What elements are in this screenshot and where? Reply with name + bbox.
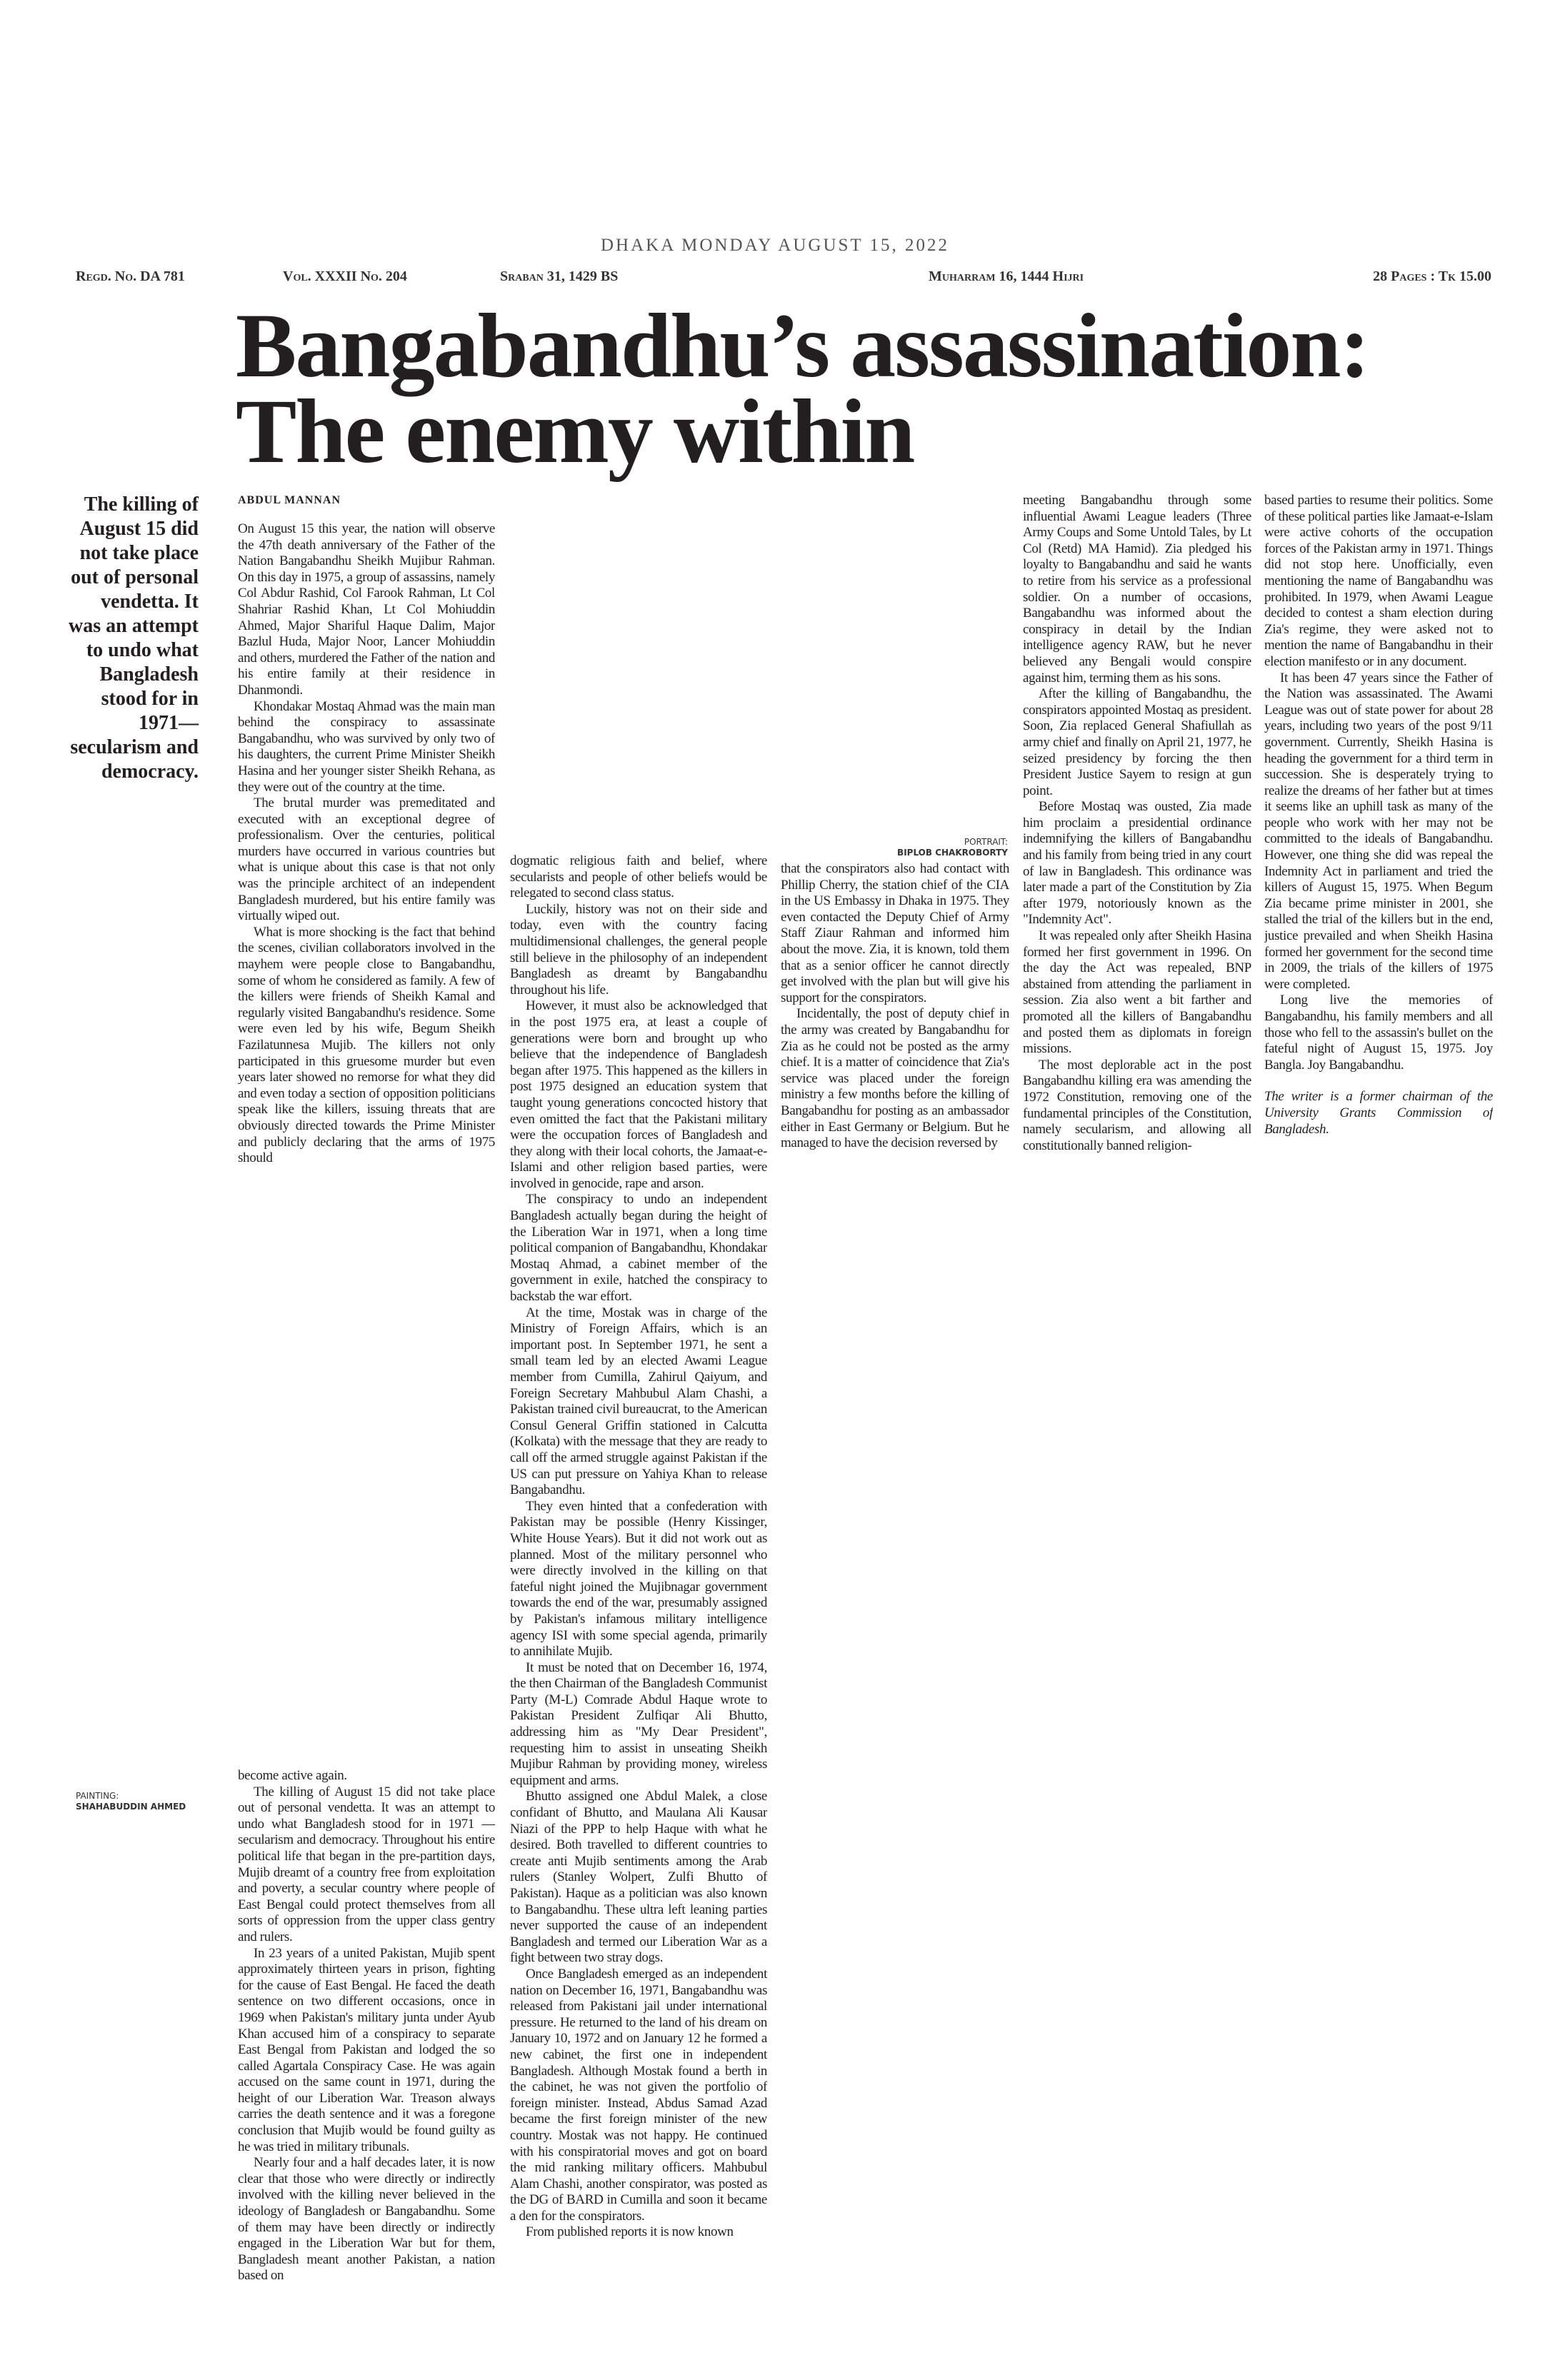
column: become active again. The killing of Augus… bbox=[238, 1768, 495, 2368]
painting-credit: PAINTING: SHAHABUDDIN AHMED bbox=[76, 1791, 186, 1812]
credit-name: SHAHABUDDIN AHMED bbox=[76, 1802, 186, 1812]
paragraph: that the conspirators also had contact w… bbox=[781, 861, 1009, 1005]
column: based parties to resume their politics. … bbox=[1264, 493, 1493, 1185]
writer-note: The writer is a former chairman of the U… bbox=[1264, 1089, 1493, 1137]
paragraph: Luckily, history was not on their side a… bbox=[510, 901, 767, 998]
pages-price: 28 Pages : Tk 15.00 bbox=[1373, 268, 1491, 284]
credit-label: PAINTING: bbox=[76, 1791, 119, 1801]
column: that the conspirators also had contact w… bbox=[781, 861, 1009, 1186]
credit-name: BIPLOB CHAKROBORTY bbox=[897, 848, 1008, 858]
paragraph: In 23 years of a united Pakistan, Mujib … bbox=[238, 1945, 495, 2154]
paragraph: The killing of August 15 did not take pl… bbox=[238, 1784, 495, 1944]
paragraph: The brutal murder was premeditated and e… bbox=[238, 795, 495, 924]
column: dogmatic religious faith and belief, whe… bbox=[510, 853, 767, 2367]
column: On August 15 this year, the nation will … bbox=[238, 521, 495, 1210]
pull-quote: The killing of August 15 did not take pl… bbox=[69, 493, 199, 783]
column: meeting Bangabandhu through some influen… bbox=[1023, 493, 1251, 1185]
paragraph: It must be noted that on December 16, 19… bbox=[510, 1660, 767, 1788]
paragraph: become active again. bbox=[238, 1768, 347, 1783]
paragraph: At the time, Mostak was in charge of the… bbox=[510, 1305, 767, 1498]
paragraph: The most deplorable act in the post Bang… bbox=[1023, 1057, 1251, 1153]
paragraph: What is more shocking is the fact that b… bbox=[238, 924, 495, 1166]
portrait-credit: PORTRAIT: BIPLOB CHAKROBORTY bbox=[897, 837, 1008, 858]
credit-label: PORTRAIT: bbox=[964, 837, 1008, 847]
paragraph: From published reports it is now known bbox=[526, 2224, 734, 2240]
paragraph: However, it must also be acknowledged th… bbox=[510, 998, 767, 1191]
bangla-date: Sraban 31, 1429 BS bbox=[500, 268, 619, 284]
headline: The enemy within bbox=[236, 381, 915, 482]
paragraph: They even hinted that a confederation wi… bbox=[510, 1498, 767, 1660]
registration: Regd. No. DA 781 bbox=[76, 268, 185, 284]
dateline: DHAKA MONDAY AUGUST 15, 2022 bbox=[601, 236, 949, 255]
paragraph: Nearly four and a half decades later, it… bbox=[238, 2155, 495, 2284]
paragraph: Once Bangladesh emerged as an independen… bbox=[510, 1966, 767, 2224]
paragraph: Before Mostaq was ousted, Zia made him p… bbox=[1023, 799, 1251, 928]
byline: ABDUL MANNAN bbox=[238, 494, 341, 506]
paragraph: After the killing of Bangabandhu, the co… bbox=[1023, 686, 1251, 798]
headline: Bangabandhu’s assassination: bbox=[236, 295, 1370, 396]
paragraph: Long live the memories of Bangabandhu, h… bbox=[1264, 993, 1493, 1073]
paragraph: meeting Bangabandhu through some influen… bbox=[1023, 493, 1251, 686]
paragraph: Incidentally, the post of deputy chief i… bbox=[781, 1006, 1009, 1151]
paragraph: It was repealed only after Sheikh Hasina… bbox=[1023, 928, 1251, 1057]
paragraph: The conspiracy to undo an independent Ba… bbox=[510, 1192, 767, 1305]
paragraph: On August 15 this year, the nation will … bbox=[238, 521, 495, 698]
paragraph: based parties to resume their politics. … bbox=[1264, 493, 1493, 669]
hijri-date: Muharram 16, 1444 Hijri bbox=[929, 268, 1084, 284]
paragraph: Bhutto assigned one Abdul Malek, a close… bbox=[510, 1789, 767, 1966]
volume: Vol. XXXII No. 204 bbox=[283, 268, 407, 284]
paragraph: Khondakar Mostaq Ahmad was the main man … bbox=[238, 698, 495, 795]
paragraph: dogmatic religious faith and belief, whe… bbox=[510, 853, 767, 901]
paragraph: It has been 47 years since the Father of… bbox=[1264, 670, 1493, 992]
